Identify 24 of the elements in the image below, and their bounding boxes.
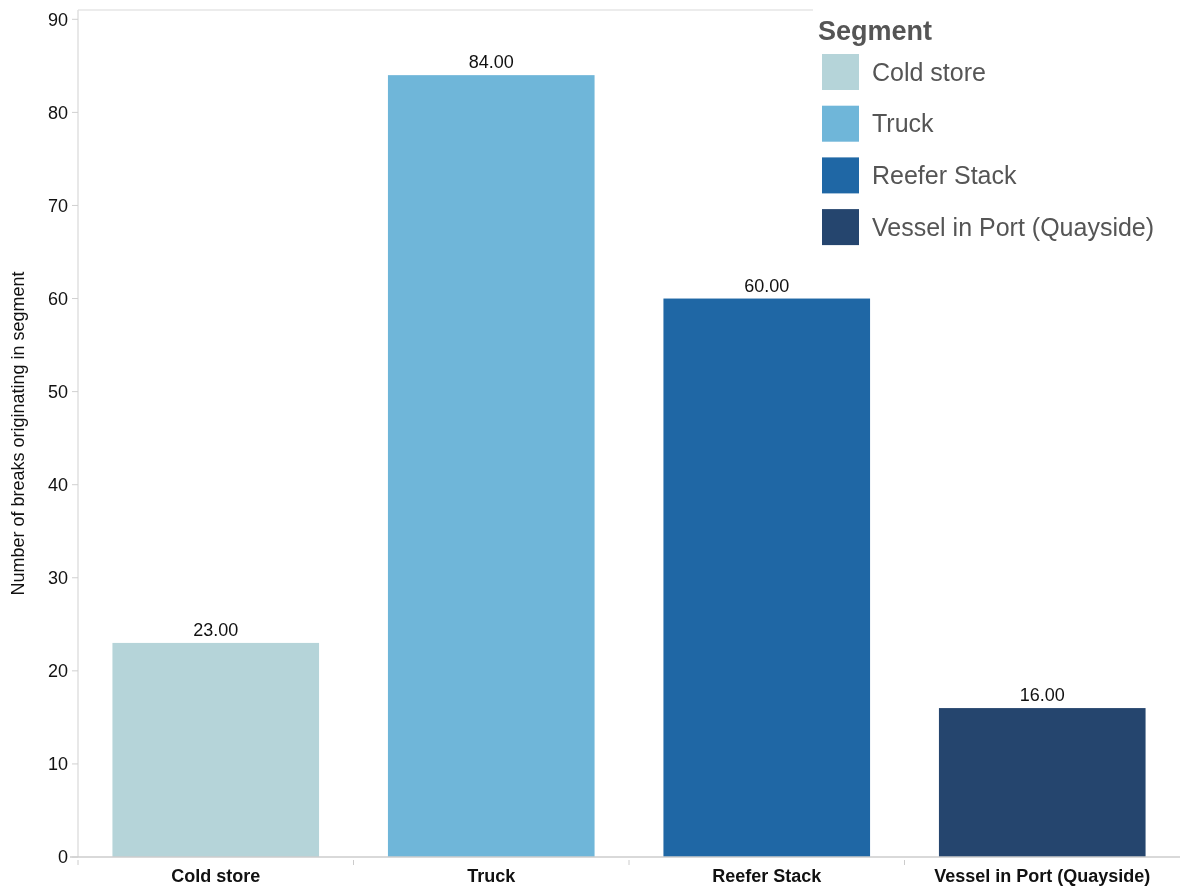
x-tick-label: Vessel in Port (Quayside) bbox=[934, 866, 1151, 886]
x-tick-label: Truck bbox=[467, 866, 517, 886]
x-tick-label: Reefer Stack bbox=[712, 866, 823, 886]
y-tick-label: 90 bbox=[47, 9, 68, 30]
legend-label: Truck bbox=[872, 109, 935, 138]
y-axis-title: Number of breaks originating in segment bbox=[8, 271, 28, 596]
legend-label: Vessel in Port (Quayside) bbox=[872, 212, 1155, 241]
legend-title: Segment bbox=[818, 16, 933, 46]
legend-label: Cold store bbox=[872, 57, 986, 86]
y-tick-label: 80 bbox=[47, 102, 68, 123]
data-label: 16.00 bbox=[1019, 685, 1065, 706]
data-label: 60.00 bbox=[744, 275, 790, 296]
legend-label: Reefer Stack bbox=[872, 161, 1018, 190]
y-tick-label: 70 bbox=[47, 195, 68, 216]
data-label: 84.00 bbox=[468, 52, 514, 73]
y-tick-label: 30 bbox=[47, 568, 68, 589]
y-tick-label: 60 bbox=[47, 288, 68, 309]
data-label: 23.00 bbox=[193, 619, 239, 640]
y-tick-label: 20 bbox=[47, 661, 68, 682]
x-tick-label: Cold store bbox=[171, 866, 261, 886]
y-tick-label: 40 bbox=[47, 474, 68, 495]
y-tick-label: 10 bbox=[47, 754, 68, 775]
y-tick-label: 50 bbox=[47, 381, 68, 402]
y-tick-label: 0 bbox=[57, 847, 68, 868]
